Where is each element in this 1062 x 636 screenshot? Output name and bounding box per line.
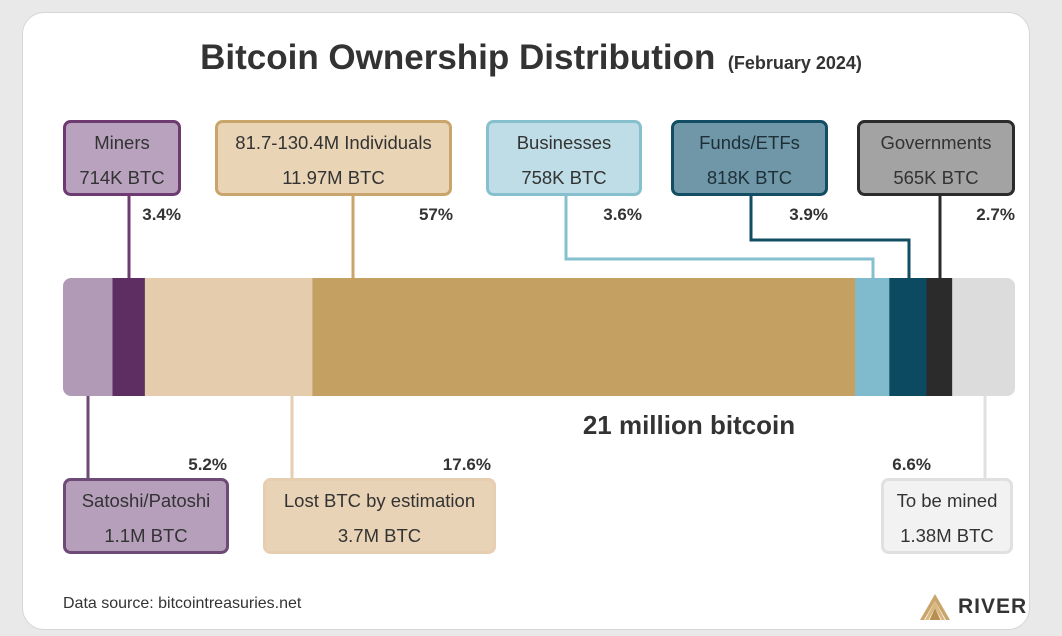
segment-name-miners: Miners (94, 132, 150, 153)
connector-funds-etfs (749, 196, 911, 278)
label-box-miners (63, 120, 181, 196)
label-box-governments (857, 120, 1015, 196)
segment-value-miners: 714K BTC (79, 167, 164, 188)
bar-segment-funds-etfs (889, 278, 928, 396)
segment-percent-to-be-mined: 6.6% (892, 455, 931, 474)
bar-segment-81-7-130-4m-individuals (312, 278, 856, 396)
segment-percent-lost-btc-by-estimation: 17.6% (443, 455, 491, 474)
bar-segment-governments (926, 278, 953, 396)
label-box-to-be-mined (881, 478, 1013, 554)
segment-name-satoshi-patoshi: Satoshi/Patoshi (82, 490, 211, 511)
label-box-81-7-130-4m-individuals (215, 120, 452, 196)
segment-percent-miners: 3.4% (142, 205, 181, 224)
segment-percent-81-7-130-4m-individuals: 57% (419, 205, 453, 224)
label-box-lost-btc-by-estimation (263, 478, 496, 554)
label-box-satoshi-patoshi (63, 478, 229, 554)
segment-percent-governments: 2.7% (976, 205, 1015, 224)
segment-name-lost-btc-by-estimation: Lost BTC by estimation (284, 490, 475, 511)
chart-heading: Bitcoin Ownership Distribution (February… (0, 38, 1062, 78)
segment-value-81-7-130-4m-individuals: 11.97M BTC (282, 167, 384, 188)
brand-logo: RIVER (918, 590, 1027, 624)
total-supply-label: 21 million bitcoin (583, 410, 795, 440)
bar-segments (63, 278, 1015, 396)
chart-subtitle: (February 2024) (727, 53, 862, 73)
segment-name-governments: Governments (880, 132, 991, 153)
bar-segment-satoshi-patoshi (63, 278, 114, 396)
river-mountain-icon (920, 594, 950, 620)
segment-value-funds-etfs: 818K BTC (707, 167, 792, 188)
segment-name-businesses: Businesses (517, 132, 612, 153)
segment-percent-satoshi-patoshi: 5.2% (188, 455, 227, 474)
segment-percent-businesses: 3.6% (603, 205, 642, 224)
segment-value-to-be-mined: 1.38M BTC (900, 525, 994, 546)
segment-name-funds-etfs: Funds/ETFs (699, 132, 800, 153)
bar-segment-miners (112, 278, 146, 396)
label-box-businesses (486, 120, 642, 196)
segment-value-satoshi-patoshi: 1.1M BTC (104, 525, 187, 546)
bar-segment-businesses (855, 278, 890, 396)
segment-name-81-7-130-4m-individuals: 81.7-130.4M Individuals (235, 132, 431, 153)
brand-name: RIVER (958, 595, 1028, 618)
segment-value-lost-btc-by-estimation: 3.7M BTC (338, 525, 421, 546)
label-box-funds-etfs (671, 120, 828, 196)
bar-segment-to-be-mined (952, 278, 1015, 396)
data-source-note: Data source: bitcointreasuries.net (63, 595, 302, 612)
chart-title: Bitcoin Ownership Distribution (200, 38, 716, 77)
connector-businesses (564, 196, 875, 278)
segment-value-governments: 565K BTC (893, 167, 978, 188)
segment-value-businesses: 758K BTC (521, 167, 606, 188)
bar-segment-lost-btc-by-estimation (144, 278, 314, 396)
segment-percent-funds-etfs: 3.9% (789, 205, 828, 224)
segment-name-to-be-mined: To be mined (897, 490, 998, 511)
